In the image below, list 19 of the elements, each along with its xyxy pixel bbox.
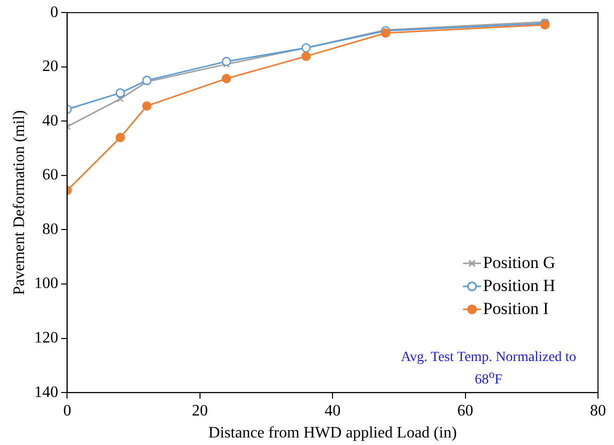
x-tick-label: 40: [324, 402, 341, 420]
y-tick-label: 100: [34, 275, 58, 292]
y-tick-label: 20: [42, 58, 58, 76]
y-tick-label: 40: [42, 112, 58, 130]
legend-label: Position H: [483, 276, 556, 295]
x-tick-label: 60: [457, 402, 474, 420]
y-tick-label: 0: [50, 4, 58, 21]
x-tick-label: 20: [192, 402, 208, 420]
y-axis-title: Pavement Deformation (mil): [10, 110, 28, 296]
x-tick-label: 0: [63, 402, 72, 420]
y-tick-label: 60: [42, 166, 58, 184]
y-tick-label: 120: [34, 330, 58, 347]
x-axis-title: Distance from HWD applied Load (in): [208, 424, 457, 442]
x-tick-label: 80: [590, 402, 606, 420]
y-tick-label: 140: [34, 384, 58, 401]
legend-label: Position G: [483, 252, 556, 272]
y-tick-label: 80: [42, 220, 58, 238]
legend-label: Position I: [483, 298, 549, 318]
annotation: Avg. Test Temp. Normalized to 68$^{o}$F: [400, 348, 578, 388]
